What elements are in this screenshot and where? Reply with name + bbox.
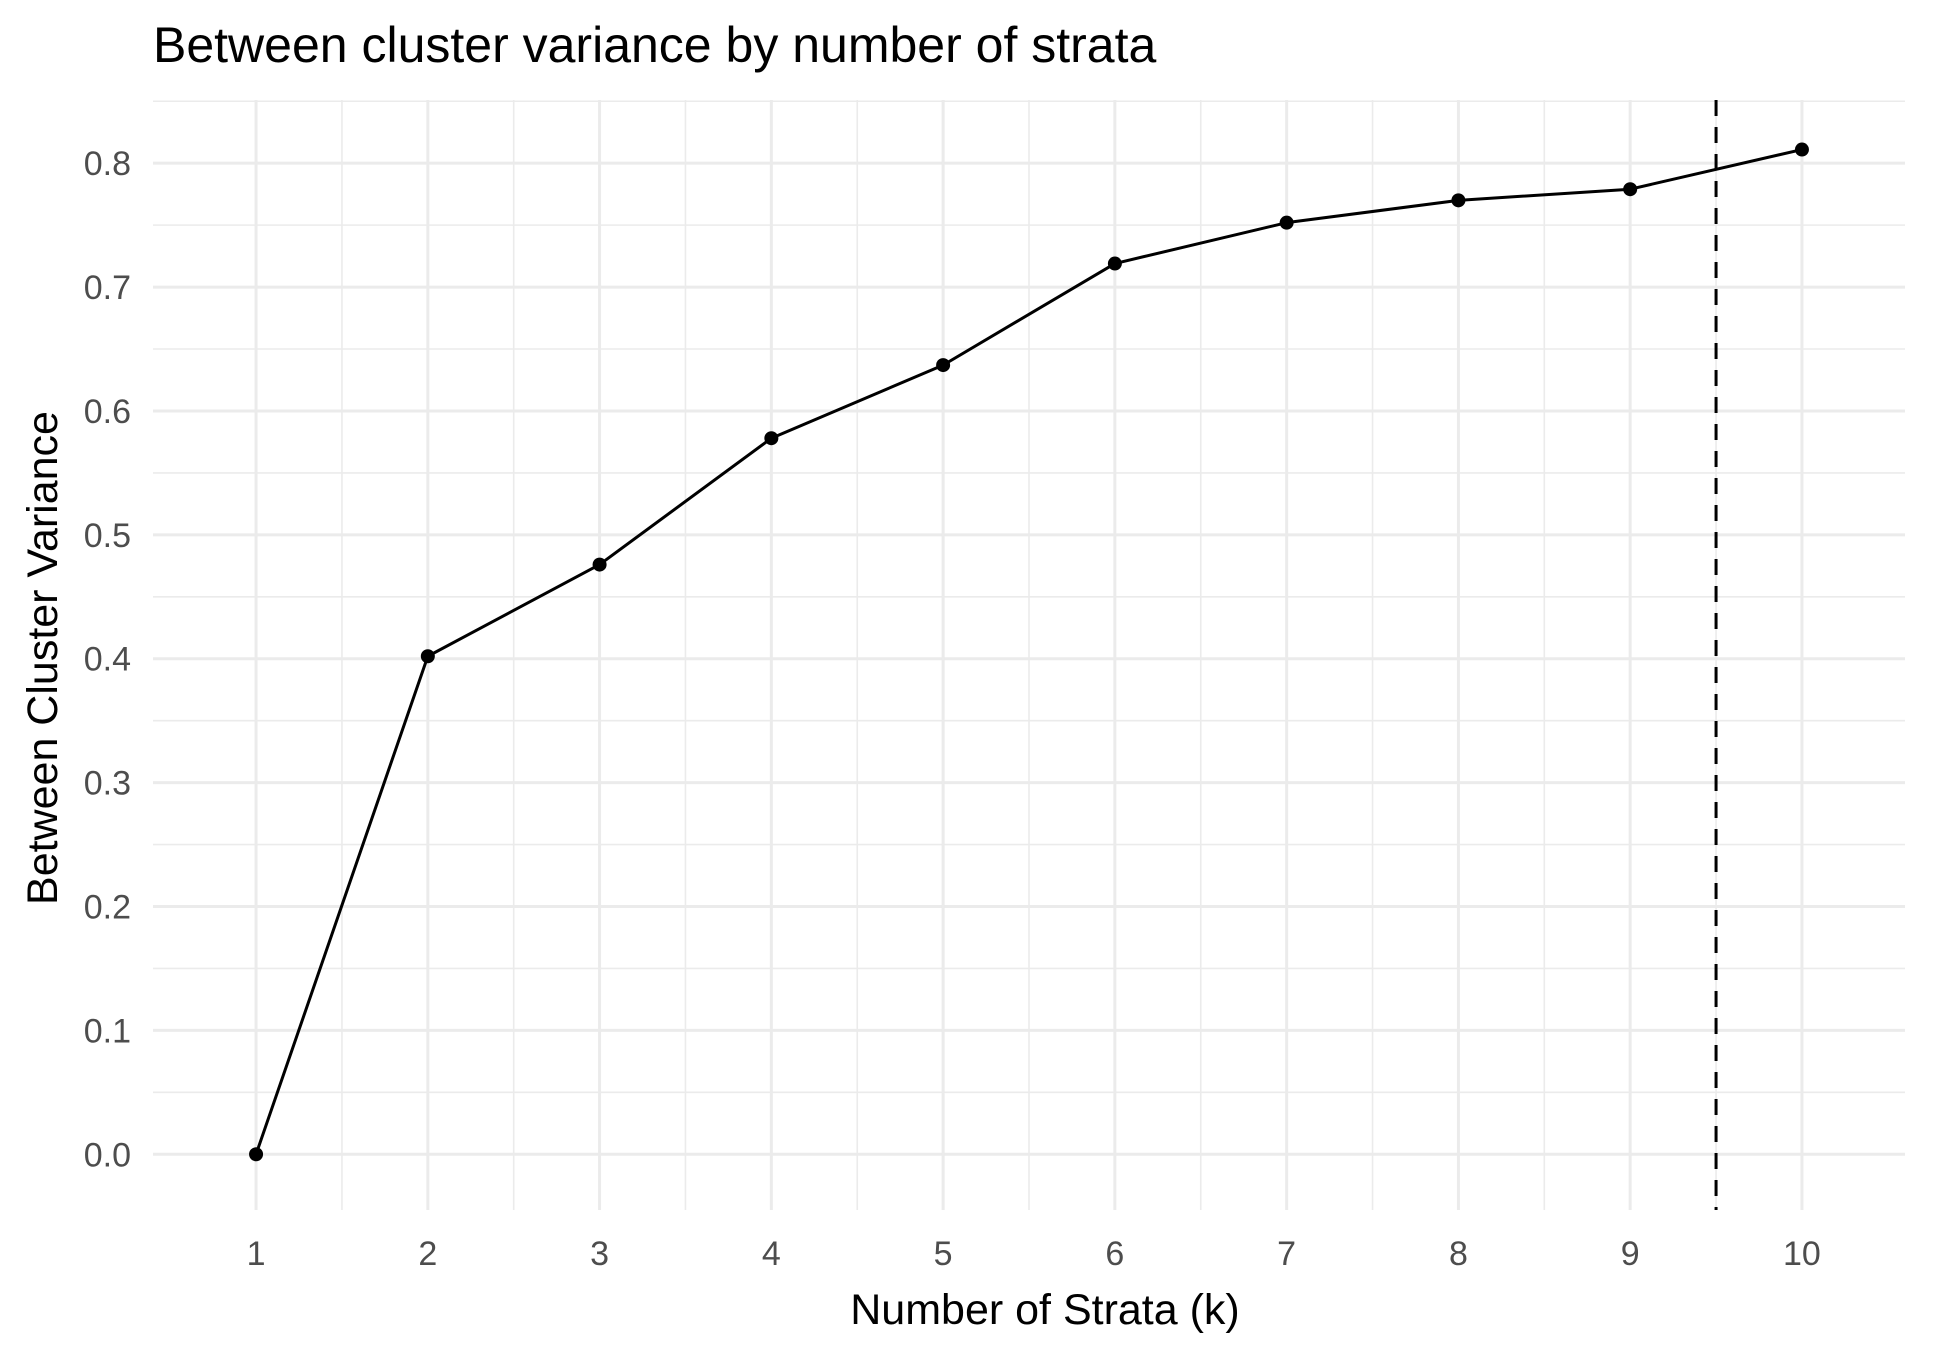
y-axis-tick-labels: 0.0 0.1 0.2 0.3 0.4 0.5 0.6 0.7 0.8 [84, 145, 131, 1174]
data-point [1451, 193, 1466, 208]
y-tick-label: 0.8 [84, 145, 131, 183]
series-line [254, 148, 1803, 1155]
x-tick-label: 1 [247, 1235, 266, 1273]
x-tick-label: 9 [1621, 1235, 1640, 1273]
data-point [592, 557, 607, 572]
grid-lines [153, 100, 1905, 1210]
y-tick-label: 0.1 [84, 1012, 131, 1050]
x-tick-label: 5 [934, 1235, 953, 1273]
data-point [1107, 256, 1122, 271]
data-point [1623, 182, 1638, 197]
y-tick-label: 0.5 [84, 517, 131, 555]
y-tick-label: 0.4 [84, 641, 131, 679]
x-tick-label: 6 [1105, 1235, 1124, 1273]
data-point [1794, 142, 1809, 157]
y-tick-label: 0.6 [84, 393, 131, 431]
y-tick-label: 0.7 [84, 269, 131, 307]
data-point [764, 431, 779, 446]
data-point [1279, 215, 1294, 230]
data-point [936, 358, 951, 373]
x-axis-tick-labels: 1 2 3 4 5 6 7 8 9 10 [247, 1235, 1821, 1273]
y-tick-label: 0.3 [84, 765, 131, 803]
x-axis-title: Number of Strata (k) [850, 1286, 1240, 1334]
y-axis-title: Between Cluster Variance [19, 411, 67, 905]
x-tick-label: 3 [590, 1235, 609, 1273]
plot-area: 0.0 0.1 0.2 0.3 0.4 0.5 0.6 0.7 0.8 1 2 3 4 5 6 7 8 9 10 [84, 100, 1905, 1273]
y-tick-label: 0.2 [84, 888, 131, 926]
x-tick-label: 2 [418, 1235, 437, 1273]
data-point [420, 649, 435, 664]
data-points [249, 142, 1809, 1162]
x-tick-label: 8 [1449, 1235, 1468, 1273]
chart-title: Between cluster variance by number of st… [153, 17, 1156, 73]
x-tick-label: 4 [762, 1235, 781, 1273]
data-point [249, 1147, 264, 1162]
x-tick-label: 7 [1277, 1235, 1296, 1273]
y-tick-label: 0.0 [84, 1136, 131, 1174]
x-tick-label: 10 [1783, 1235, 1821, 1273]
